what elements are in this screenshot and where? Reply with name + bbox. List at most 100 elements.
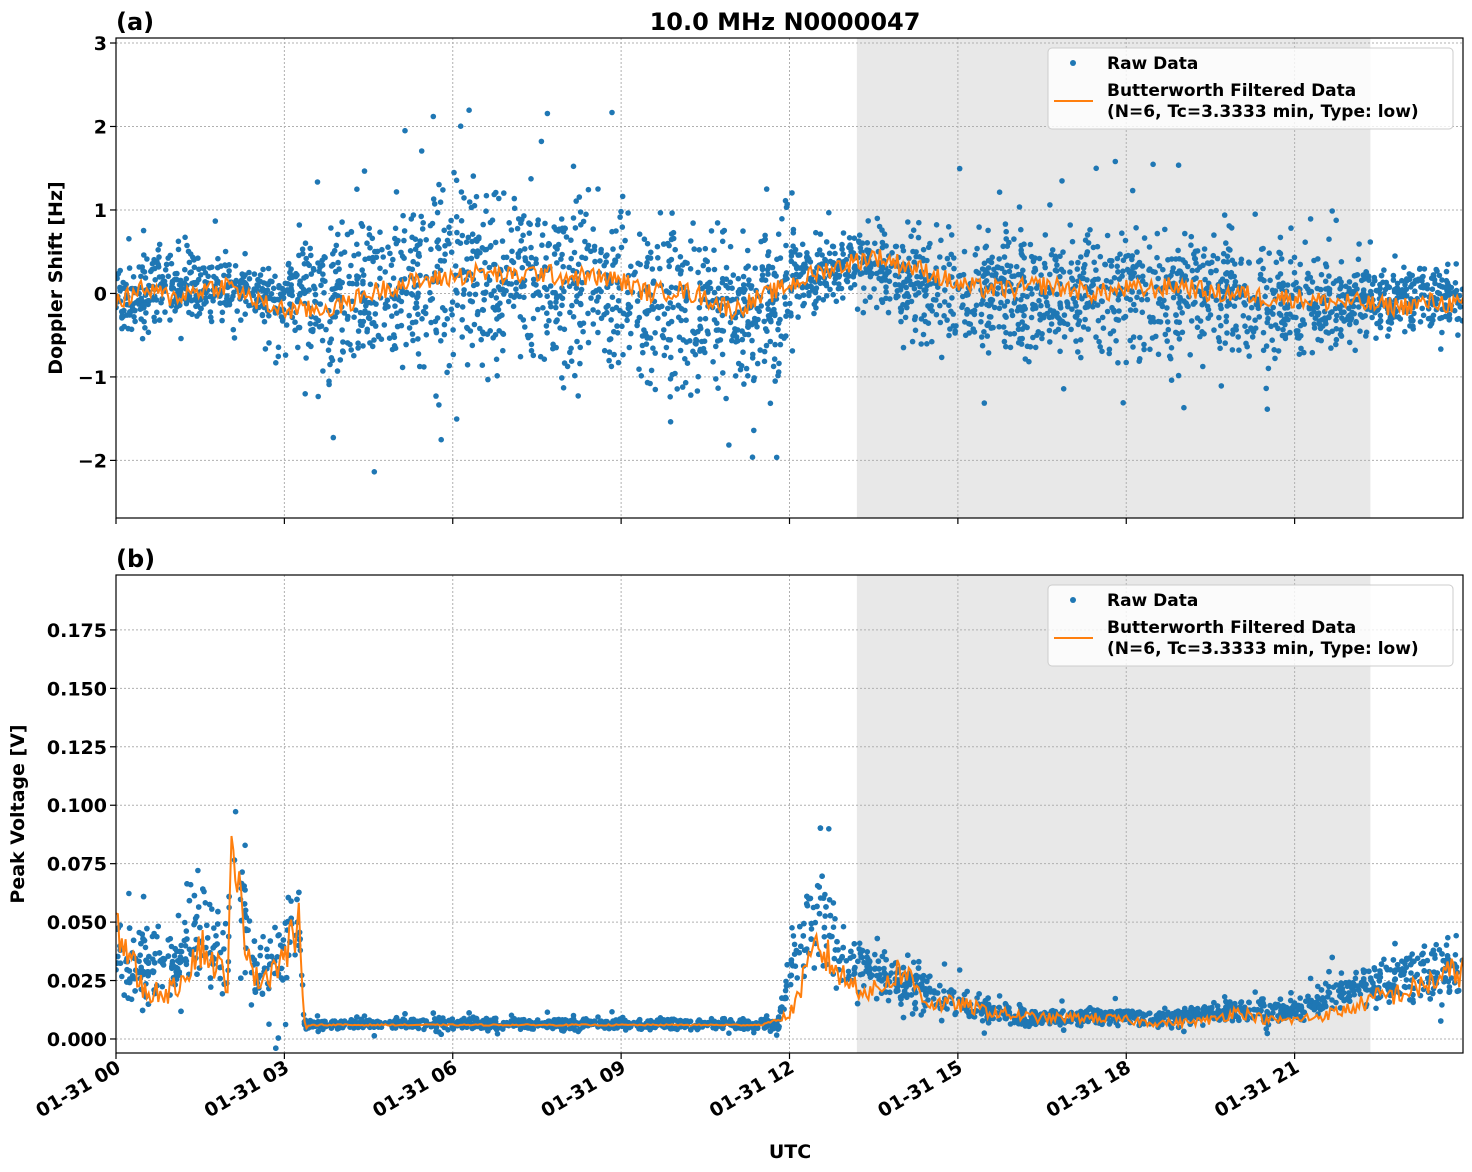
raw-data-point [182, 234, 188, 241]
y-tick-label: 3 [94, 33, 107, 55]
raw-data-point [558, 216, 565, 222]
raw-data-point [1349, 289, 1356, 295]
raw-data-point [1263, 1026, 1269, 1032]
raw-data-point [1270, 304, 1276, 311]
raw-data-point [1018, 250, 1025, 257]
raw-data-point [463, 239, 470, 245]
raw-data-point [354, 281, 360, 287]
raw-data-point [787, 981, 794, 988]
raw-data-point [942, 287, 948, 293]
raw-data-point [1108, 263, 1115, 269]
raw-data-point [1002, 221, 1009, 227]
raw-data-point [1273, 259, 1280, 266]
raw-data-point [1117, 251, 1123, 257]
raw-data-point [379, 246, 385, 253]
raw-data-point [260, 266, 266, 273]
raw-data-point [513, 279, 520, 286]
raw-data-point [996, 324, 1002, 330]
raw-data-point [296, 252, 302, 259]
raw-data-point [1439, 277, 1445, 283]
raw-data-point [886, 268, 892, 275]
raw-data-point [387, 250, 393, 257]
raw-data-point [242, 250, 248, 257]
raw-data-point [1049, 247, 1056, 253]
raw-data-point [871, 286, 877, 292]
raw-data-point [1260, 329, 1267, 336]
raw-data-point [1224, 253, 1231, 260]
raw-data-point [641, 236, 648, 242]
raw-data-point [1277, 250, 1284, 257]
raw-data-point [297, 290, 304, 297]
raw-data-point [418, 213, 425, 220]
raw-data-point [292, 319, 298, 326]
raw-data-point [985, 265, 992, 271]
raw-data-point [723, 395, 729, 402]
raw-data-point [415, 250, 422, 257]
raw-data-point [605, 302, 611, 309]
raw-data-point [1001, 254, 1008, 260]
raw-data-point [988, 314, 994, 320]
raw-data-point [442, 251, 448, 257]
raw-data-point [139, 335, 146, 342]
raw-data-point [1175, 247, 1181, 254]
raw-data-point [967, 321, 974, 328]
raw-data-point [1214, 255, 1221, 262]
raw-data-point [763, 342, 770, 349]
raw-data-point [132, 318, 138, 325]
raw-data-point [1301, 349, 1307, 356]
raw-data-point [419, 316, 425, 322]
raw-data-point [466, 107, 472, 113]
raw-data-point [643, 341, 650, 347]
raw-data-point [1029, 291, 1035, 297]
raw-data-point [964, 307, 970, 313]
raw-data-point [598, 315, 605, 322]
raw-data-point [1362, 313, 1368, 319]
raw-data-point [1439, 329, 1445, 336]
raw-data-point [615, 359, 622, 366]
raw-data-point [151, 318, 158, 324]
raw-data-point [665, 305, 671, 312]
raw-data-point [577, 290, 583, 297]
raw-data-point [544, 1009, 551, 1015]
raw-data-point [911, 259, 917, 266]
raw-data-point [1161, 297, 1167, 304]
raw-data-point [449, 299, 456, 305]
raw-data-point [1091, 259, 1097, 266]
raw-data-point [1223, 318, 1229, 325]
raw-data-point [377, 265, 383, 272]
raw-data-point [1299, 317, 1306, 323]
raw-data-point [314, 179, 321, 185]
raw-data-point [1100, 325, 1107, 332]
raw-data-point [873, 304, 880, 311]
raw-data-point [182, 943, 189, 949]
raw-data-point [619, 224, 626, 230]
raw-data-point [648, 367, 655, 374]
raw-data-point [1112, 158, 1119, 165]
raw-data-point [143, 310, 149, 316]
raw-data-point [1181, 404, 1187, 411]
raw-data-point [250, 292, 257, 299]
raw-data-point [316, 268, 322, 275]
raw-data-point [916, 219, 922, 226]
raw-data-point [1358, 292, 1365, 299]
raw-data-point [1252, 211, 1258, 217]
raw-data-point [485, 376, 491, 383]
raw-data-point [1131, 270, 1137, 276]
raw-data-point [985, 227, 991, 234]
raw-data-point [930, 296, 937, 303]
raw-data-point [1115, 360, 1121, 366]
raw-data-point [242, 969, 248, 976]
raw-data-point [202, 900, 209, 906]
raw-data-point [1377, 324, 1384, 331]
raw-data-point [137, 306, 144, 313]
raw-data-point [795, 314, 801, 320]
raw-data-point [1346, 339, 1353, 346]
raw-data-point [162, 267, 169, 273]
raw-data-point [1267, 277, 1273, 284]
raw-data-point [966, 330, 972, 336]
raw-data-point [1073, 303, 1079, 309]
raw-data-point [1311, 308, 1317, 315]
raw-data-point [1094, 243, 1101, 250]
raw-data-point [1201, 246, 1208, 252]
raw-data-point [1084, 300, 1090, 307]
